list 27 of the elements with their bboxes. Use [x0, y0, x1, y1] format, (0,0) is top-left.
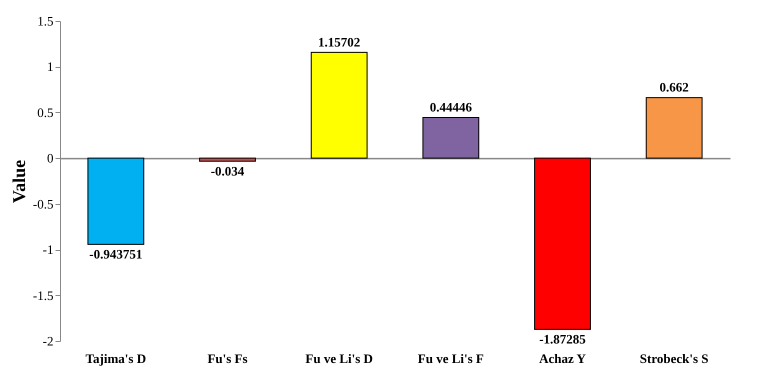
- x-tick-label: Tajima's D: [86, 351, 146, 366]
- y-tick-label: 1: [47, 59, 54, 74]
- data-label: -0.034: [210, 163, 245, 178]
- bar: [422, 117, 480, 159]
- y-tick-label: 0.5: [37, 104, 54, 120]
- x-tick-label: Fu's Fs: [207, 351, 248, 366]
- y-tick-label: -2: [42, 334, 54, 348]
- y-tick-label: 1.5: [37, 14, 54, 28]
- x-tick-label: Fu ve Li's F: [418, 351, 484, 366]
- data-label: 0.662: [660, 80, 689, 95]
- y-tick-label: 0: [47, 150, 54, 166]
- bar: [646, 97, 703, 159]
- bar: [310, 52, 368, 159]
- y-tick-label: -1: [42, 242, 54, 258]
- data-label: -0.943751: [89, 246, 142, 262]
- y-tick-label: -0.5: [32, 196, 54, 212]
- bar: [199, 158, 256, 162]
- x-tick-label: Strobeck's S: [640, 351, 709, 366]
- x-tick-label: Achaz Y: [539, 351, 587, 366]
- bar: [534, 158, 591, 330]
- data-label: 0.44446: [430, 100, 472, 115]
- bar: [87, 158, 144, 245]
- x-tick-label: Fu ve Li's D: [305, 351, 373, 366]
- y-tick-label: -1.5: [32, 288, 54, 303]
- y-axis-title: Value: [8, 160, 29, 204]
- data-label: 1.15702: [318, 34, 360, 50]
- data-label: -1.87285: [539, 331, 586, 346]
